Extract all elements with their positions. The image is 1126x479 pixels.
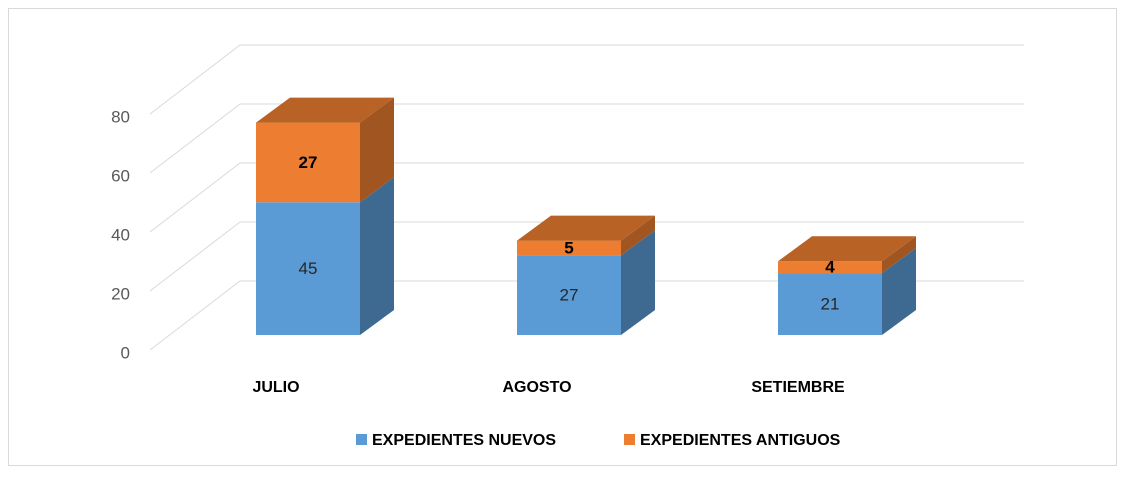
legend-label: EXPEDIENTES ANTIGUOS (640, 432, 841, 449)
grid-line (149, 280, 1024, 351)
y-tick-label: 60 (111, 166, 130, 185)
bar (517, 255, 621, 335)
bar (778, 273, 882, 335)
grid-line (149, 221, 1024, 292)
bar-side (360, 97, 394, 203)
bar-side (621, 215, 655, 256)
bar (256, 122, 360, 203)
x-tick-label: JULIO (252, 379, 299, 396)
data-label: 27 (299, 153, 318, 172)
bar-top (517, 215, 655, 241)
bar (517, 240, 621, 256)
grid-line (149, 44, 1024, 115)
bar (256, 202, 360, 335)
y-tick-label: 80 (111, 107, 130, 126)
y-tick-label: 40 (111, 225, 130, 244)
y-tick-label: 0 (121, 343, 130, 362)
data-label: 27 (560, 286, 579, 305)
bar (778, 261, 882, 274)
legend-label: EXPEDIENTES NUEVOS (372, 432, 556, 449)
x-tick-label: SETIEMBRE (751, 379, 845, 396)
legend-swatch (356, 434, 367, 445)
y-tick-label: 20 (111, 284, 130, 303)
legend-swatch (624, 434, 635, 445)
grid-line (149, 103, 1024, 174)
data-label: 45 (299, 259, 318, 278)
data-label: 5 (564, 238, 573, 257)
bar-side (360, 177, 394, 335)
bar-top (778, 236, 916, 262)
data-label: 21 (821, 295, 840, 314)
bar-side (621, 230, 655, 335)
x-tick-label: AGOSTO (502, 379, 571, 396)
bar-side (882, 248, 916, 335)
bar-top (256, 97, 394, 123)
bar-side (882, 236, 916, 274)
grid-line (149, 162, 1024, 233)
data-label: 4 (825, 258, 835, 277)
